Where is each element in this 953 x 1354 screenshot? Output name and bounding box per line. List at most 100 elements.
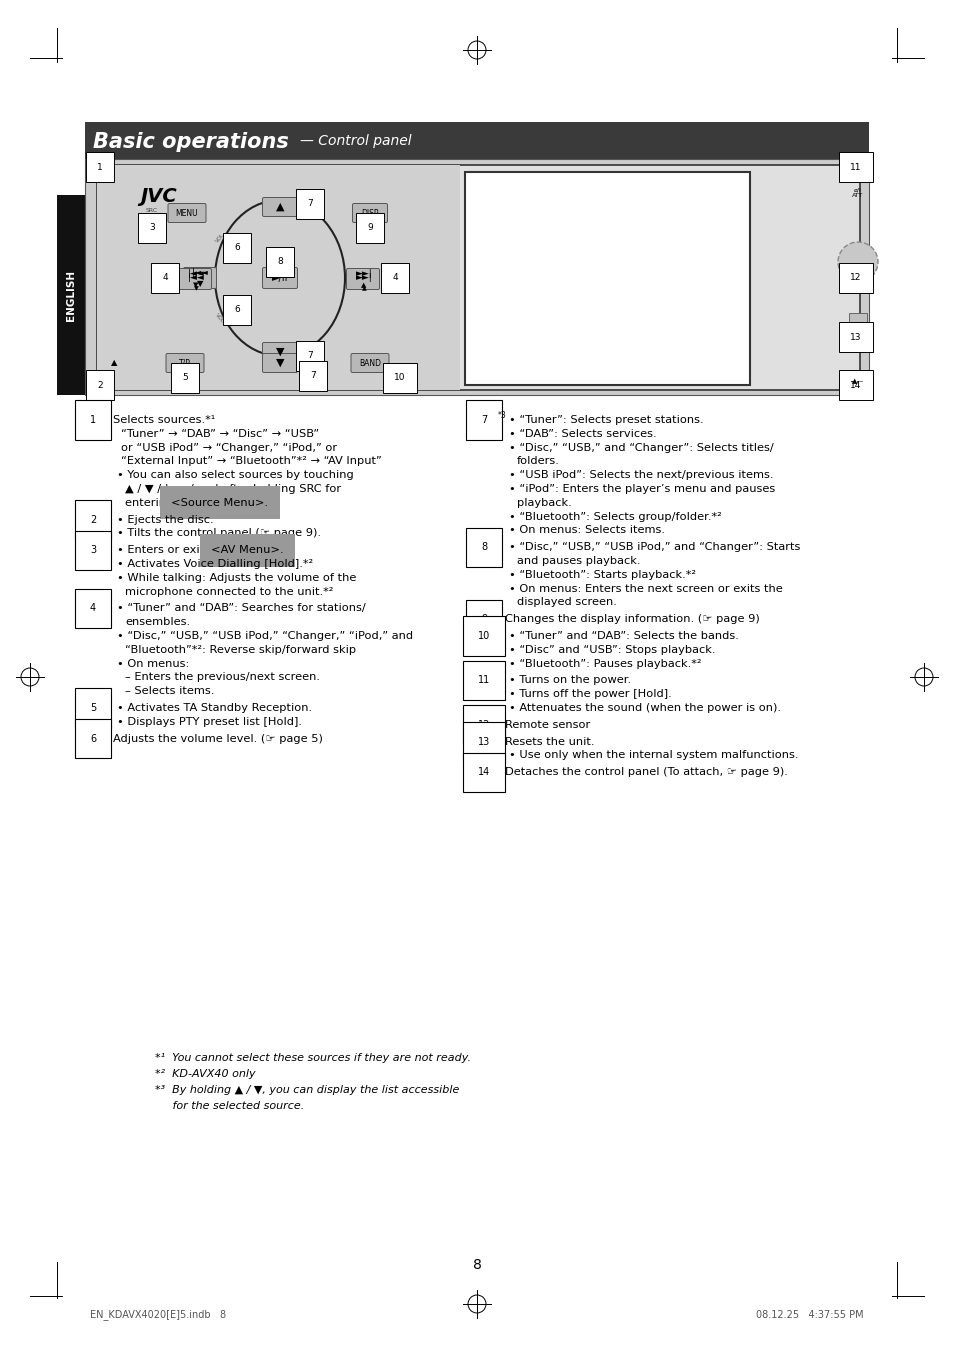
Text: 5: 5 <box>182 374 188 382</box>
FancyBboxPatch shape <box>262 353 297 372</box>
Text: entering: entering <box>125 498 176 508</box>
Text: 8: 8 <box>276 257 283 267</box>
Text: *²  KD-AVX40 only: *² KD-AVX40 only <box>154 1070 255 1079</box>
Text: ►►|: ►►| <box>355 268 372 278</box>
Text: 4: 4 <box>392 274 397 283</box>
Text: ▼: ▼ <box>193 282 198 288</box>
Text: 3: 3 <box>149 223 154 233</box>
Text: – Selects items.: – Selects items. <box>125 686 214 696</box>
Text: • “USB iPod”: Selects the next/previous items.: • “USB iPod”: Selects the next/previous … <box>509 470 773 481</box>
Text: • Turns off the power [Hold].: • Turns off the power [Hold]. <box>509 689 671 699</box>
Text: 9: 9 <box>480 615 487 624</box>
Text: microphone connected to the unit.*²: microphone connected to the unit.*² <box>125 586 333 597</box>
Bar <box>85 158 868 395</box>
Text: “Tuner” → “DAB” → “Disc” → “USB”: “Tuner” → “DAB” → “Disc” → “USB” <box>121 429 319 439</box>
Text: 7: 7 <box>480 414 487 425</box>
Text: • Activates TA Standby Reception.: • Activates TA Standby Reception. <box>117 703 312 714</box>
Text: Selects sources.*¹: Selects sources.*¹ <box>112 414 215 425</box>
Text: Resets the unit.: Resets the unit. <box>504 737 594 746</box>
Text: 4: 4 <box>162 274 168 283</box>
FancyBboxPatch shape <box>262 268 297 288</box>
Text: – Enters the previous/next screen.: – Enters the previous/next screen. <box>125 673 319 682</box>
Text: ►/II: ►/II <box>272 274 288 283</box>
Bar <box>85 122 868 158</box>
Text: playback.: playback. <box>517 498 571 508</box>
Text: • Tilts the control panel (☞ page 9).: • Tilts the control panel (☞ page 9). <box>117 528 320 539</box>
Text: ▼: ▼ <box>275 347 284 357</box>
Text: • Enters or exits: • Enters or exits <box>117 546 213 555</box>
Text: 14: 14 <box>849 380 861 390</box>
Text: |◄◄: |◄◄ <box>188 268 204 278</box>
Text: Changes the display information. (☞ page 9): Changes the display information. (☞ page… <box>504 615 759 624</box>
Text: • Use only when the internal system malfunctions.: • Use only when the internal system malf… <box>509 750 798 761</box>
Text: 6: 6 <box>233 244 239 252</box>
Text: • “Bluetooth”: Pauses playback.*²: • “Bluetooth”: Pauses playback.*² <box>509 658 700 669</box>
Text: 13: 13 <box>477 737 490 746</box>
Text: • “Disc” and “USB”: Stops playback.: • “Disc” and “USB”: Stops playback. <box>509 645 715 655</box>
Text: • “Tuner”: Selects preset stations.: • “Tuner”: Selects preset stations. <box>509 414 703 425</box>
Text: • While talking: Adjusts the volume of the: • While talking: Adjusts the volume of t… <box>117 573 356 582</box>
Text: • Displays PTY preset list [Hold].: • Displays PTY preset list [Hold]. <box>117 716 302 727</box>
Bar <box>97 165 859 390</box>
Text: *¹  You cannot select these sources if they are not ready.: *¹ You cannot select these sources if th… <box>154 1053 471 1063</box>
Text: ENGLISH: ENGLISH <box>66 269 76 321</box>
Text: <Source Menu>.: <Source Menu>. <box>171 498 268 508</box>
Text: folders.: folders. <box>517 456 559 466</box>
Text: <AV Menu>.: <AV Menu>. <box>211 546 283 555</box>
Text: 6: 6 <box>90 734 96 743</box>
Text: ▲: ▲ <box>275 202 284 213</box>
FancyBboxPatch shape <box>168 203 206 222</box>
Text: BAND: BAND <box>358 359 380 367</box>
Text: 7: 7 <box>307 199 313 209</box>
Text: *³  By holding ▲ / ▼, you can display the list accessible: *³ By holding ▲ / ▼, you can display the… <box>154 1085 459 1095</box>
Text: 11: 11 <box>849 162 861 172</box>
Text: displayed screen.: displayed screen. <box>517 597 617 608</box>
Text: Remote sensor: Remote sensor <box>504 720 590 730</box>
Text: 3: 3 <box>90 546 96 555</box>
Text: *3: *3 <box>497 412 506 420</box>
Text: ▲: ▲ <box>361 282 366 288</box>
FancyBboxPatch shape <box>351 353 389 372</box>
FancyBboxPatch shape <box>166 353 204 372</box>
Text: • “DAB”: Selects services.: • “DAB”: Selects services. <box>509 429 656 439</box>
Text: 8: 8 <box>480 542 487 552</box>
Text: ▼: ▼ <box>193 287 198 291</box>
Text: Detaches the control panel (To attach, ☞ page 9).: Detaches the control panel (To attach, ☞… <box>504 768 787 777</box>
Text: 12: 12 <box>477 720 490 730</box>
Text: 1: 1 <box>97 162 103 172</box>
Text: “External Input” → “Bluetooth”*² → “AV Input”: “External Input” → “Bluetooth”*² → “AV I… <box>121 456 381 466</box>
FancyBboxPatch shape <box>262 343 297 362</box>
Text: and pauses playback.: and pauses playback. <box>517 556 639 566</box>
Text: 8: 8 <box>472 1258 481 1271</box>
Text: — Control panel: — Control panel <box>299 134 411 149</box>
Text: Adjusts the volume level. (☞ page 5): Adjusts the volume level. (☞ page 5) <box>112 734 322 743</box>
Text: 1: 1 <box>90 414 96 425</box>
Text: 14: 14 <box>477 768 490 777</box>
Text: 6: 6 <box>233 306 239 314</box>
Bar <box>97 165 459 390</box>
Text: 10: 10 <box>477 631 490 640</box>
Text: “Bluetooth”*²: Reverse skip/forward skip: “Bluetooth”*²: Reverse skip/forward skip <box>125 645 355 655</box>
Text: 13: 13 <box>849 333 861 341</box>
Text: 2: 2 <box>90 515 96 524</box>
Text: • “Bluetooth”: Starts playback.*²: • “Bluetooth”: Starts playback.*² <box>509 570 696 580</box>
Text: • “Disc,” “USB,” “USB iPod,” “Changer,” “iPod,” and: • “Disc,” “USB,” “USB iPod,” “Changer,” … <box>117 631 413 640</box>
Circle shape <box>837 242 877 282</box>
Text: ▼: ▼ <box>275 357 284 368</box>
Text: ensembles.: ensembles. <box>125 617 190 627</box>
Text: 9: 9 <box>367 223 373 233</box>
FancyBboxPatch shape <box>352 203 387 222</box>
Text: • “Disc,” “USB,” and “Changer”: Selects titles/: • “Disc,” “USB,” and “Changer”: Selects … <box>509 443 773 452</box>
FancyBboxPatch shape <box>183 268 216 288</box>
Bar <box>464 172 749 385</box>
Text: • You can also select sources by touching: • You can also select sources by touchin… <box>117 470 354 481</box>
Text: 7: 7 <box>307 352 313 360</box>
Text: Basic operations: Basic operations <box>92 131 289 152</box>
Text: 4: 4 <box>90 604 96 613</box>
Text: JVC: JVC <box>140 187 176 206</box>
Text: • “Disc,” “USB,” “USB iPod,” and “Changer”: Starts: • “Disc,” “USB,” “USB iPod,” and “Change… <box>509 542 800 552</box>
Text: 10: 10 <box>394 374 405 382</box>
Text: EN_KDAVX4020[E]5.indb   8: EN_KDAVX4020[E]5.indb 8 <box>90 1309 226 1320</box>
Text: • Turns on the power.: • Turns on the power. <box>509 676 631 685</box>
Text: SRC: SRC <box>146 207 158 213</box>
